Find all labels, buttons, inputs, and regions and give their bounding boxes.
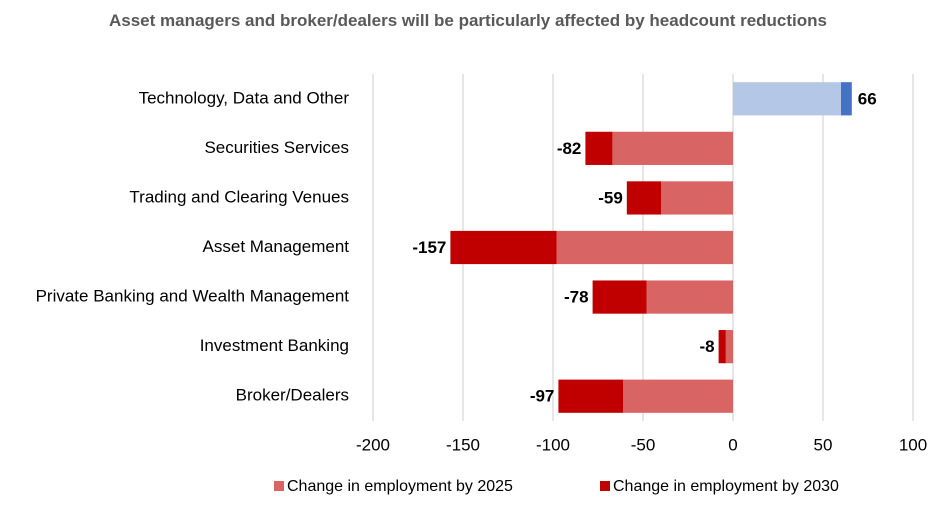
bar-segment (585, 131, 613, 165)
bar-segment (646, 280, 733, 314)
bar-segment (661, 181, 733, 215)
bar-segment (450, 230, 557, 265)
value-label: -157 (412, 238, 446, 257)
bar-segment (612, 131, 733, 165)
y-tick-label: Trading and Clearing Venues (129, 187, 349, 206)
y-tick-label: Technology, Data and Other (139, 88, 350, 107)
y-tick-label: Asset Management (203, 237, 350, 256)
bar-segment (623, 379, 733, 413)
chart-title: Asset managers and broker/dealers will b… (108, 11, 827, 30)
x-tick-label: -100 (536, 435, 570, 454)
y-tick-label: Investment Banking (200, 336, 349, 355)
x-tick-label: 50 (814, 435, 833, 454)
x-tick-label: 100 (899, 435, 927, 454)
x-tick-label: -200 (356, 435, 390, 454)
legend-label: Change in employment by 2030 (613, 478, 839, 495)
y-tick-label: Securities Services (204, 138, 349, 157)
value-label: -59 (598, 188, 623, 207)
bar-segment (626, 181, 661, 215)
x-tick-label: -50 (631, 435, 656, 454)
bar-segment (718, 330, 726, 364)
bar-segment (556, 230, 733, 265)
bar-segment (558, 379, 624, 413)
x-tick-label: -150 (446, 435, 480, 454)
value-label: 66 (858, 89, 877, 108)
legend-label: Change in employment by 2025 (287, 478, 513, 495)
legend-swatch (274, 481, 284, 491)
legend-swatch (600, 481, 610, 491)
bar-segment (733, 82, 841, 116)
value-label: -97 (530, 387, 555, 406)
bar-segment (592, 280, 647, 314)
value-label: -82 (557, 139, 582, 158)
x-tick-label: 0 (728, 435, 737, 454)
bar-segment (841, 82, 852, 116)
bar-segment (725, 330, 733, 364)
value-label: -8 (699, 337, 714, 356)
value-label: -78 (564, 288, 589, 307)
y-tick-label: Private Banking and Wealth Management (36, 287, 350, 306)
y-tick-label: Broker/Dealers (236, 386, 349, 405)
